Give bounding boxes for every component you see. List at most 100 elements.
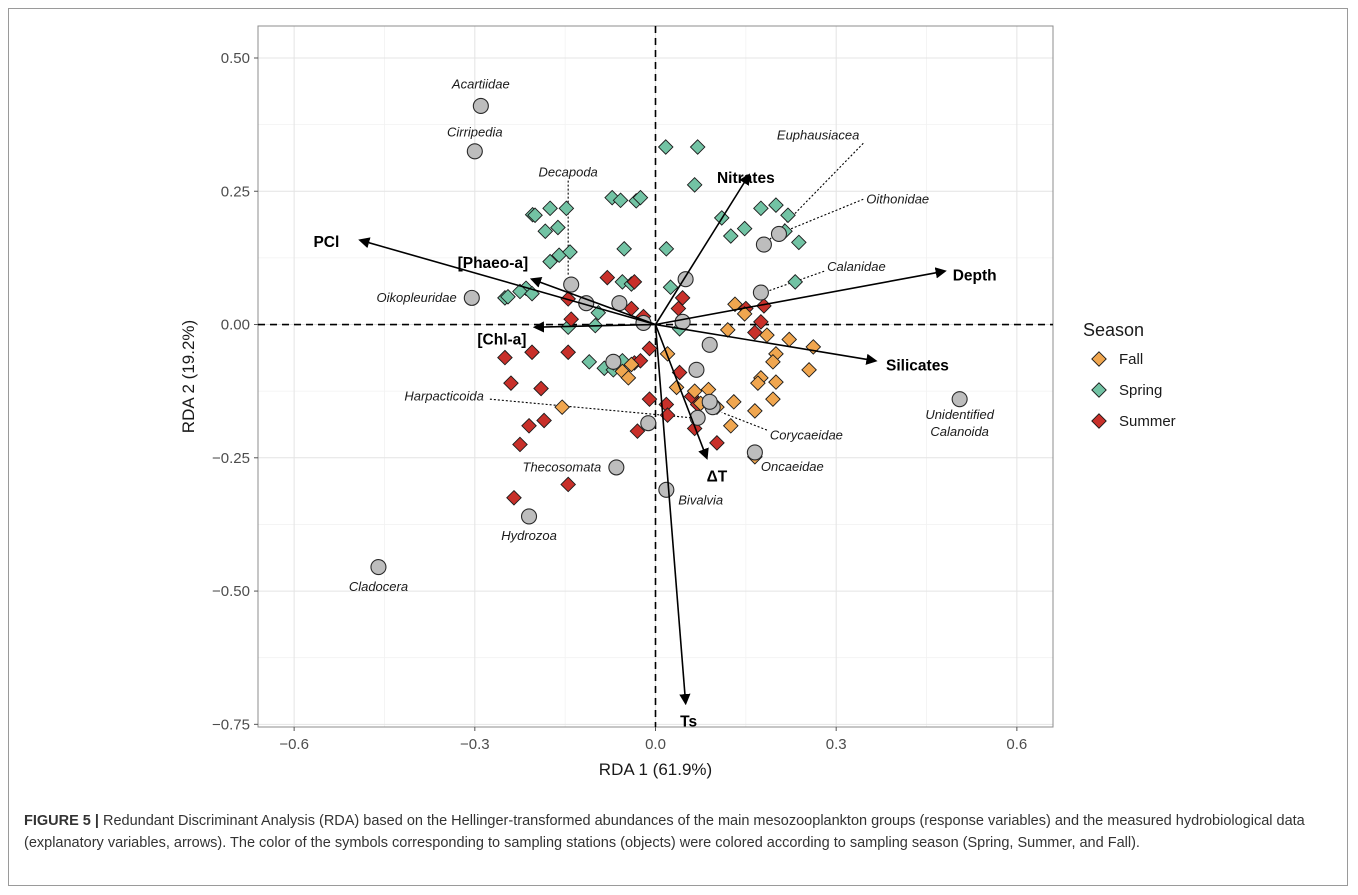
station-summer bbox=[524, 344, 540, 361]
station-spring bbox=[512, 283, 528, 300]
station-summer bbox=[503, 375, 519, 391]
species-point-harpacticoida bbox=[689, 409, 706, 426]
x-tick-label: 0.6 bbox=[1006, 736, 1027, 753]
axis-ticks: −0.6 −0.3 0.0 0.3 0.6 0.50 0.25 0.00 −0.25 −0.50 −… bbox=[212, 50, 1027, 753]
x-axis-title: RDA 1 (61.9%) bbox=[599, 760, 712, 779]
figure-frame bbox=[8, 8, 1348, 886]
station-summer bbox=[506, 489, 522, 506]
legend-label-spring: Spring bbox=[1119, 382, 1162, 399]
station-summer bbox=[536, 412, 552, 429]
species-label: Bivalvia bbox=[678, 492, 723, 507]
vector-arrow-t bbox=[654, 324, 709, 460]
station-fall bbox=[765, 354, 781, 370]
species-labels: Acartiidae Cirripedia Decapoda Oikopleurida… bbox=[349, 77, 995, 594]
station-spring bbox=[787, 274, 804, 290]
station-spring bbox=[616, 240, 633, 257]
species-point-unlabeled-9 bbox=[640, 415, 657, 432]
station-fall bbox=[725, 393, 742, 410]
species-label: Decapoda bbox=[539, 165, 598, 180]
species-label: Cirripedia bbox=[447, 125, 503, 140]
species-point-unlabeled-5 bbox=[674, 313, 691, 330]
legend-key-summer bbox=[1091, 413, 1107, 429]
leader-line bbox=[489, 398, 692, 419]
species-point-thecosomata bbox=[608, 459, 625, 476]
station-fall bbox=[768, 374, 784, 390]
station-fall bbox=[668, 379, 685, 396]
station-spring bbox=[791, 234, 807, 251]
station-spring bbox=[689, 139, 706, 155]
station-fall bbox=[623, 356, 640, 373]
station-spring bbox=[662, 279, 679, 296]
y-tick-label: −0.75 bbox=[212, 716, 250, 733]
station-spring bbox=[558, 200, 575, 217]
station-spring bbox=[581, 354, 598, 370]
station-fall bbox=[727, 296, 743, 313]
vector-arrow-chla bbox=[532, 321, 656, 333]
station-spring bbox=[632, 189, 649, 206]
legend-key-fall bbox=[1091, 351, 1107, 367]
x-tick-label: −0.3 bbox=[460, 736, 490, 753]
station-summer bbox=[560, 344, 577, 361]
species-label: Acartiidae bbox=[451, 77, 510, 92]
species-label: Oncaeidae bbox=[761, 459, 824, 474]
species-point-cirripedia bbox=[466, 143, 483, 160]
label-leaders bbox=[489, 142, 864, 431]
station-spring bbox=[612, 192, 629, 209]
species-point-unlabeled-6 bbox=[701, 336, 718, 353]
station-spring bbox=[550, 219, 566, 236]
species-point-oithonidae bbox=[770, 225, 788, 242]
station-summer bbox=[599, 269, 616, 286]
species-point-unlabeled-3 bbox=[611, 295, 628, 312]
species-label: Cladocera bbox=[349, 579, 408, 594]
station-points bbox=[497, 139, 822, 506]
station-summer bbox=[747, 324, 763, 341]
legend: Season Fall Spring Summer bbox=[1083, 320, 1176, 430]
species-point-unlabeled-10 bbox=[701, 393, 718, 410]
station-spring bbox=[736, 220, 753, 237]
station-summer bbox=[753, 314, 769, 330]
vector-label: Depth bbox=[953, 267, 997, 284]
station-spring bbox=[562, 244, 578, 260]
station-spring bbox=[527, 207, 543, 224]
station-summer bbox=[626, 274, 643, 290]
y-tick-label: −0.25 bbox=[212, 450, 250, 467]
vector-arrow-ts bbox=[654, 324, 691, 706]
species-label: Thecosomata bbox=[523, 459, 602, 474]
species-label: Hydrozoa bbox=[501, 528, 557, 543]
station-fall bbox=[750, 375, 766, 391]
vector-label: Nitrates bbox=[717, 170, 775, 187]
station-fall bbox=[554, 399, 570, 415]
species-label: Corycaeidae bbox=[770, 427, 843, 442]
species-point-calanidae bbox=[752, 284, 769, 301]
station-fall bbox=[686, 383, 703, 399]
station-summer bbox=[521, 417, 537, 434]
y-tick-label: 0.25 bbox=[221, 183, 250, 200]
species-point-cladocera bbox=[370, 559, 387, 576]
species-label: Euphausiacea bbox=[777, 127, 859, 142]
vector-arrow-silicates bbox=[655, 323, 878, 365]
station-spring bbox=[768, 197, 784, 213]
station-spring bbox=[500, 288, 516, 305]
station-summer bbox=[512, 436, 528, 453]
species-point-unlabeled-7 bbox=[688, 361, 705, 378]
legend-title: Season bbox=[1083, 320, 1144, 340]
vector-label: [Chl-a] bbox=[477, 331, 526, 348]
y-tick-label: 0.50 bbox=[221, 50, 250, 67]
species-point-unidentified-calanoida bbox=[951, 391, 968, 408]
caption-label: FIGURE 5 | bbox=[24, 813, 99, 829]
legend-label-summer: Summer bbox=[1119, 413, 1176, 430]
species-point-bivalvia bbox=[658, 481, 675, 498]
species-label: Calanoida bbox=[930, 424, 989, 439]
station-fall bbox=[765, 391, 781, 407]
species-point-decapoda bbox=[563, 276, 580, 293]
vector-label: Ts bbox=[680, 714, 697, 731]
explanatory-vectors: PCl [Phaeo-a] [Chl-a] Nitrates Depth Silicate… bbox=[313, 170, 996, 731]
station-spring bbox=[753, 200, 769, 217]
station-spring bbox=[537, 223, 554, 240]
y-axis-title: RDA 2 (19.2%) bbox=[179, 320, 198, 433]
legend-key-spring bbox=[1091, 382, 1107, 398]
vector-label: ΔT bbox=[707, 468, 728, 485]
station-summer bbox=[709, 435, 725, 451]
species-points bbox=[370, 97, 968, 576]
station-fall bbox=[722, 417, 739, 434]
